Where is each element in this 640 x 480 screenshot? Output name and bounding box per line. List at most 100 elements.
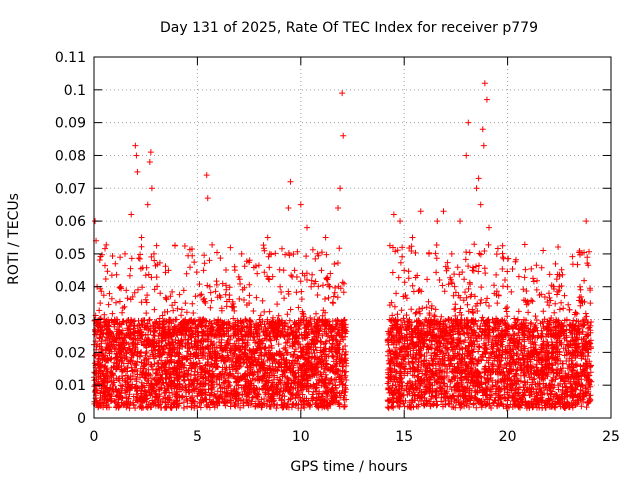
x-tick-label: 5 (193, 429, 202, 445)
y-tick-label: 0.03 (55, 313, 86, 329)
data-point (535, 332, 542, 339)
y-tick-label: 0 (77, 411, 86, 427)
data-point (146, 159, 153, 166)
data-point (477, 201, 484, 208)
data-point (287, 178, 294, 185)
data-point (417, 208, 424, 215)
data-point (105, 342, 112, 349)
y-tick-label: 0.09 (55, 116, 86, 132)
data-point (206, 283, 213, 290)
data-point (134, 168, 141, 175)
data-point (401, 267, 408, 274)
x-tick-label: 15 (395, 429, 413, 445)
data-point (587, 300, 594, 307)
data-point (266, 250, 273, 257)
y-tick-label: 0.02 (55, 345, 86, 361)
data-point (147, 149, 154, 156)
data-point (440, 208, 447, 215)
y-tick-label: 0.04 (55, 280, 86, 296)
data-point (426, 250, 433, 257)
data-point (494, 300, 501, 307)
data-point (203, 172, 210, 179)
roti-point-cloud (91, 241, 595, 412)
data-point (97, 300, 104, 307)
data-point (390, 211, 397, 218)
y-tick-label: 0.07 (55, 181, 86, 197)
data-point (448, 250, 455, 257)
data-point (204, 195, 211, 202)
data-point (473, 185, 480, 192)
data-point (246, 300, 253, 307)
y-tick-label: 0.01 (55, 378, 86, 394)
data-point (144, 201, 151, 208)
data-point (235, 273, 242, 280)
point-cloud-markers (91, 241, 595, 412)
data-point (157, 290, 164, 297)
data-point (584, 254, 591, 261)
data-point (165, 267, 172, 274)
data-point (122, 250, 129, 257)
data-point (525, 300, 532, 307)
y-tick-label: 0.08 (55, 148, 86, 164)
data-point (399, 244, 406, 251)
y-tick-labels: 0 0.01 0.02 0.03 0.04 0.05 0.06 0.07 0.08 0.09 0.1… (55, 50, 86, 427)
data-point (469, 267, 476, 274)
data-point (256, 316, 263, 323)
data-point (95, 323, 102, 330)
data-point (479, 126, 486, 133)
axis-ticks (93, 56, 612, 419)
x-tick-labels: 0 5 10 15 20 25 (90, 429, 620, 445)
data-point (475, 175, 482, 182)
x-axis-label: GPS time / hours (290, 459, 407, 475)
data-point (326, 283, 333, 290)
data-point (583, 218, 590, 225)
y-axis-label: ROTI / TECUs (6, 193, 22, 285)
chart-title: Day 131 of 2025, Rate Of TEC Index for r… (160, 20, 538, 36)
data-point (318, 267, 325, 274)
y-tick-label: 0.06 (55, 214, 86, 230)
data-point (483, 96, 490, 103)
data-point (335, 204, 342, 211)
data-point (111, 316, 118, 323)
data-point (485, 224, 492, 231)
data-point (339, 90, 346, 97)
data-point (138, 234, 145, 241)
data-point (297, 201, 304, 208)
data-point (200, 267, 207, 274)
plot-frame (93, 56, 612, 419)
data-point (277, 283, 284, 290)
y-tick-label: 0.1 (64, 83, 86, 99)
data-point (397, 218, 404, 225)
y-tick-label: 0.11 (55, 50, 86, 66)
data-point (128, 211, 135, 218)
data-point (173, 316, 180, 323)
data-point (556, 283, 563, 290)
data-point (340, 132, 347, 139)
data-point (225, 332, 232, 339)
data-point (304, 224, 311, 231)
data-point (190, 309, 197, 316)
data-point (148, 185, 155, 192)
x-tick-label: 0 (90, 429, 99, 445)
data-point (150, 250, 157, 257)
data-point (181, 323, 188, 330)
data-point (264, 234, 271, 241)
data-point (514, 316, 521, 323)
data-point (132, 142, 139, 149)
data-point (480, 142, 487, 149)
x-tick-label: 25 (602, 429, 620, 445)
data-point (285, 204, 292, 211)
data-point (576, 283, 583, 290)
data-point (322, 234, 329, 241)
roti-points (92, 80, 594, 349)
data-point (101, 316, 108, 323)
data-point (337, 185, 344, 192)
data-point (463, 152, 470, 159)
data-point (434, 218, 441, 225)
data-point (308, 283, 315, 290)
data-point (481, 80, 488, 87)
data-point (457, 218, 464, 225)
data-point (291, 267, 298, 274)
data-point (133, 152, 140, 159)
